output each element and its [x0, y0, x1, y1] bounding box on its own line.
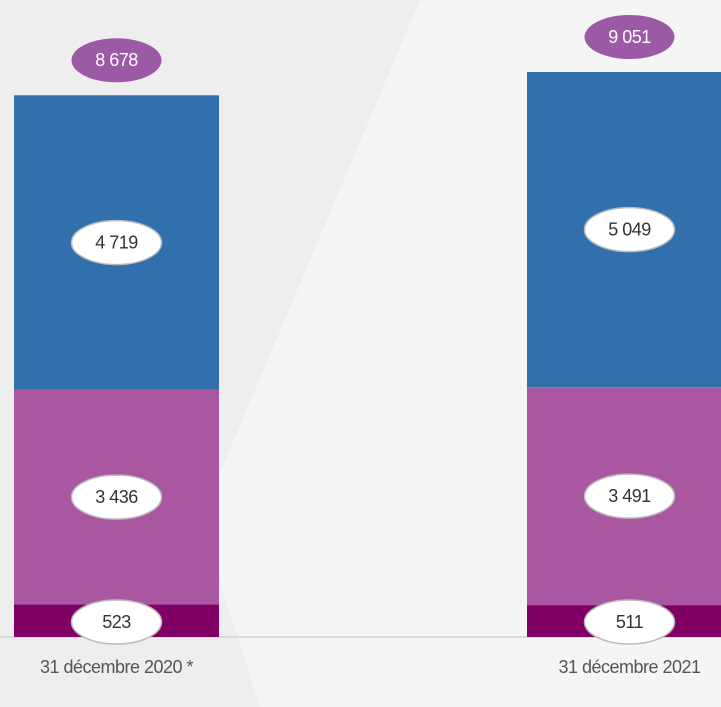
value-label: 3 436 — [95, 487, 138, 507]
x-tick-label: 31 décembre 2020 * — [40, 657, 194, 677]
total-bubble — [71, 38, 162, 83]
total-label: 8 678 — [95, 50, 138, 70]
value-label-bubble — [70, 219, 163, 266]
x-tick-label: 31 décembre 2021 — [558, 657, 701, 677]
total-label: 9 051 — [608, 27, 651, 47]
value-label: 523 — [102, 612, 131, 632]
value-label-bubble — [583, 206, 676, 253]
value-label: 3 491 — [608, 486, 651, 506]
value-label-bubble — [70, 599, 163, 645]
value-label: 5 049 — [608, 219, 651, 239]
value-label-bubble — [583, 473, 676, 519]
total-bubble — [584, 15, 675, 59]
value-label: 4 719 — [95, 232, 138, 252]
value-label-bubble — [70, 474, 163, 520]
value-label: 511 — [616, 612, 644, 632]
value-label-bubble — [583, 599, 676, 645]
